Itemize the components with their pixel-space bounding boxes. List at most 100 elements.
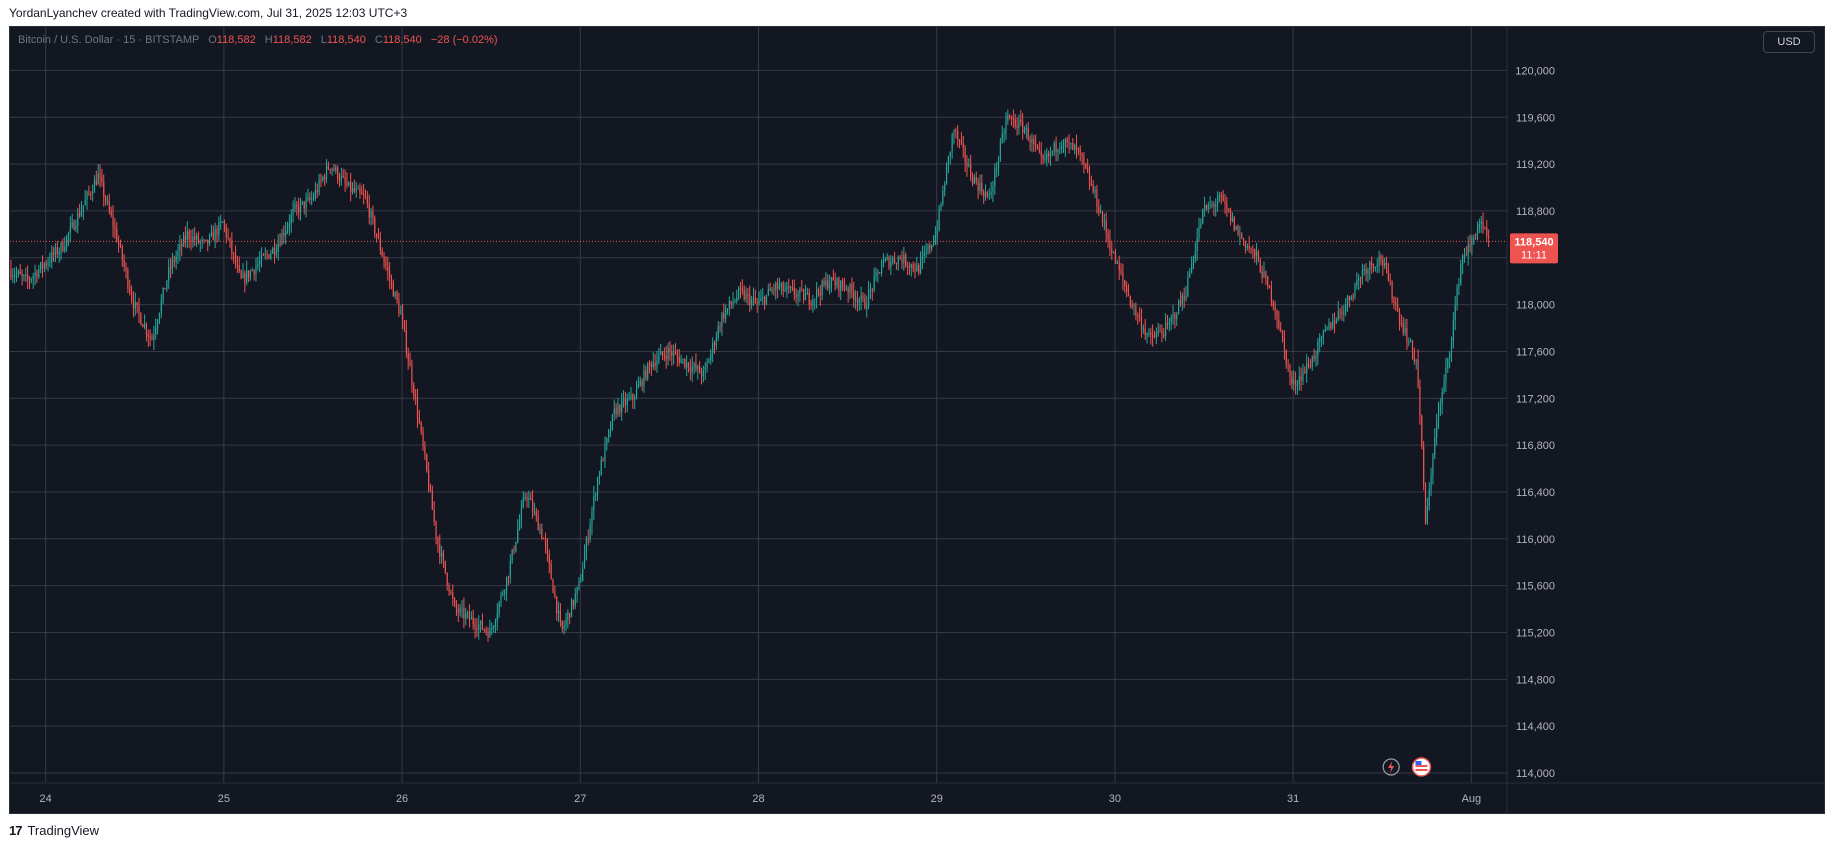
candle-body (208, 235, 211, 244)
candle-body (830, 277, 833, 285)
candle-body (836, 278, 838, 286)
tradingview-logo[interactable]: 17 TradingView (9, 823, 99, 838)
candle-body (285, 230, 287, 236)
candle-body (457, 609, 459, 613)
candle-body (1022, 121, 1024, 133)
candle-body (1324, 329, 1326, 332)
candle-body (441, 552, 443, 557)
candle-body (914, 268, 916, 272)
candle-body (305, 199, 307, 209)
candle-body (1237, 226, 1239, 235)
candle-body (1124, 280, 1126, 287)
candle-body (944, 184, 946, 191)
candle-body (1109, 239, 1111, 250)
candle-body (353, 187, 355, 192)
candle-body (290, 214, 292, 224)
candle-body (1311, 356, 1313, 367)
candle-body (173, 259, 175, 262)
candle-body (1074, 144, 1076, 150)
candle-body (1402, 323, 1404, 334)
candle-body (1298, 376, 1300, 385)
currency-button[interactable]: USD (1763, 31, 1815, 53)
candle-body (780, 283, 782, 287)
candle-body (860, 295, 862, 301)
candle-body (1263, 271, 1265, 278)
candle-body (160, 299, 162, 314)
candle-body (1315, 355, 1317, 359)
candle-body (474, 623, 476, 629)
price-tick-label: 114,400 (1516, 721, 1555, 733)
candle-body (487, 631, 489, 638)
candle-body (498, 602, 500, 614)
candle-body (121, 246, 123, 260)
candle-body (1146, 334, 1148, 336)
candle-body (1163, 334, 1165, 336)
candle-body (574, 594, 576, 605)
candle-body (389, 270, 391, 279)
candle-body (986, 192, 988, 196)
candle-body (496, 613, 498, 622)
candlestick-chart[interactable]: 114,000 114,400 114,800 115,200 115,600 116,0… (10, 27, 1825, 814)
candle-body (1343, 311, 1345, 315)
candle-body (1250, 248, 1252, 250)
candle-body (1120, 270, 1122, 274)
candle-body (867, 290, 870, 306)
candle-body (936, 229, 938, 236)
candle-body (1023, 129, 1026, 133)
candle-body (433, 509, 435, 522)
candle-body (1291, 376, 1293, 384)
candle-body (264, 254, 266, 256)
candle-body (882, 260, 885, 267)
candle-body (634, 398, 636, 400)
candle-body (119, 244, 122, 247)
candle-body (648, 363, 651, 365)
candle-body (1304, 370, 1306, 373)
candle-body (528, 497, 530, 500)
candle-body (635, 388, 638, 399)
candle-body (604, 444, 606, 462)
candle-body (309, 197, 311, 200)
price-tick-label: 120,000 (1515, 65, 1555, 77)
candle-body (103, 182, 105, 198)
candle-body (420, 422, 422, 432)
candle-body (1216, 201, 1219, 205)
candle-body (1205, 204, 1208, 209)
candle-body (108, 201, 110, 211)
candle-body (689, 368, 691, 372)
candle-body (791, 287, 794, 289)
last-price-badge (1510, 233, 1558, 264)
candle-body (205, 239, 207, 241)
time-tick-label: 28 (752, 793, 764, 805)
candle-body (105, 197, 107, 202)
candle-body (823, 281, 825, 285)
candle-body (1172, 314, 1174, 318)
candle-body (155, 328, 157, 335)
candle-body (1380, 256, 1382, 261)
candle-body (110, 210, 112, 216)
candle-body (461, 607, 463, 609)
candle-body (51, 252, 53, 262)
candle-body (156, 321, 159, 329)
tradingview-mark-icon: 17 (9, 823, 23, 838)
candle-body (444, 560, 446, 573)
candle-body (376, 233, 378, 237)
candle-body (1129, 296, 1131, 305)
candle-body (79, 212, 81, 216)
candle-body (1281, 330, 1284, 340)
candle-body (40, 262, 42, 270)
candle-body (856, 298, 859, 303)
candle-body (348, 181, 350, 186)
candle-body (14, 275, 16, 277)
candle-body (470, 617, 472, 620)
candle-body (1294, 379, 1297, 387)
candle-body (340, 175, 342, 181)
candle-body (940, 203, 942, 209)
candle-body (537, 515, 539, 531)
candle-body (279, 243, 281, 246)
chart-panel[interactable]: 114,000 114,400 114,800 115,200 115,600 116,0… (9, 26, 1825, 814)
price-tick-label: 115,200 (1516, 627, 1555, 639)
candle-body (845, 288, 847, 290)
candle-body (624, 399, 626, 406)
candle-body (1176, 314, 1178, 319)
candle-body (615, 408, 617, 415)
